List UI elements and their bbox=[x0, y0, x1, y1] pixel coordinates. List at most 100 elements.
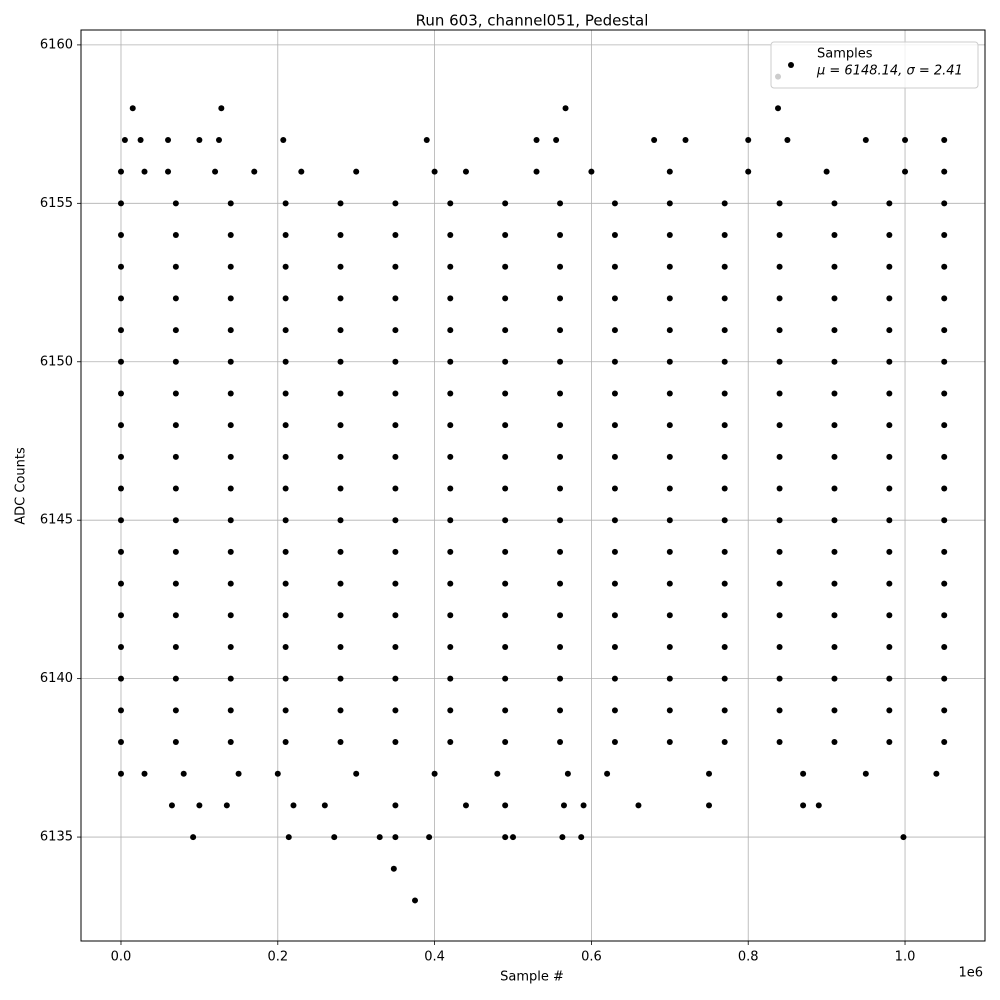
point bbox=[392, 327, 399, 334]
point bbox=[562, 105, 569, 112]
point bbox=[280, 136, 287, 143]
point bbox=[557, 485, 564, 492]
point bbox=[172, 295, 179, 302]
point bbox=[564, 770, 571, 777]
point bbox=[447, 295, 454, 302]
point bbox=[557, 422, 564, 429]
x-tick-label: 0.4 bbox=[424, 950, 445, 965]
point bbox=[721, 612, 728, 619]
point bbox=[227, 675, 234, 682]
point bbox=[298, 168, 305, 175]
point bbox=[172, 675, 179, 682]
point bbox=[282, 612, 289, 619]
point bbox=[941, 422, 948, 429]
point bbox=[447, 739, 454, 746]
point bbox=[337, 358, 344, 365]
point bbox=[321, 802, 328, 809]
point bbox=[557, 517, 564, 524]
point bbox=[431, 168, 438, 175]
point bbox=[557, 612, 564, 619]
point bbox=[776, 548, 783, 555]
point bbox=[447, 580, 454, 587]
point bbox=[666, 612, 673, 619]
point bbox=[227, 327, 234, 334]
point bbox=[353, 770, 360, 777]
point bbox=[666, 232, 673, 239]
point bbox=[886, 675, 893, 682]
point bbox=[392, 643, 399, 650]
point bbox=[666, 263, 673, 270]
point bbox=[282, 358, 289, 365]
point bbox=[900, 834, 907, 841]
point bbox=[745, 136, 752, 143]
point bbox=[117, 168, 124, 175]
point bbox=[611, 485, 618, 492]
point bbox=[557, 295, 564, 302]
point bbox=[611, 517, 618, 524]
point bbox=[282, 548, 289, 555]
point bbox=[137, 136, 144, 143]
point bbox=[666, 643, 673, 650]
point bbox=[117, 263, 124, 270]
point bbox=[862, 770, 869, 777]
point bbox=[426, 834, 433, 841]
point bbox=[392, 707, 399, 714]
point bbox=[886, 232, 893, 239]
point bbox=[886, 739, 893, 746]
point bbox=[337, 327, 344, 334]
point bbox=[215, 136, 222, 143]
point bbox=[886, 612, 893, 619]
point bbox=[557, 675, 564, 682]
point bbox=[227, 453, 234, 460]
point bbox=[651, 136, 658, 143]
point bbox=[666, 200, 673, 207]
point bbox=[235, 770, 242, 777]
point bbox=[666, 453, 673, 460]
point bbox=[611, 232, 618, 239]
point bbox=[290, 802, 297, 809]
point bbox=[227, 739, 234, 746]
point bbox=[282, 580, 289, 587]
point bbox=[666, 422, 673, 429]
point bbox=[337, 422, 344, 429]
point bbox=[227, 422, 234, 429]
point bbox=[502, 580, 509, 587]
point bbox=[390, 865, 397, 872]
point bbox=[117, 643, 124, 650]
point bbox=[502, 327, 509, 334]
point bbox=[172, 390, 179, 397]
point bbox=[282, 200, 289, 207]
x-tick-label: 0.2 bbox=[267, 950, 288, 965]
point bbox=[447, 517, 454, 524]
legend-box bbox=[770, 41, 979, 89]
point bbox=[447, 390, 454, 397]
point bbox=[800, 770, 807, 777]
point bbox=[886, 548, 893, 555]
point bbox=[129, 105, 136, 112]
y-tick-label: 6155 bbox=[40, 196, 73, 211]
point bbox=[831, 707, 838, 714]
point bbox=[902, 136, 909, 143]
point bbox=[282, 739, 289, 746]
point bbox=[227, 517, 234, 524]
point bbox=[117, 675, 124, 682]
point bbox=[227, 643, 234, 650]
point bbox=[172, 422, 179, 429]
y-tick-label: 6145 bbox=[40, 513, 73, 528]
point bbox=[941, 136, 948, 143]
point bbox=[172, 517, 179, 524]
point bbox=[776, 707, 783, 714]
point bbox=[553, 136, 560, 143]
y-tick-label: 6150 bbox=[40, 354, 73, 369]
point bbox=[392, 295, 399, 302]
point bbox=[190, 834, 197, 841]
point bbox=[776, 675, 783, 682]
point bbox=[776, 263, 783, 270]
point bbox=[196, 136, 203, 143]
point bbox=[392, 834, 399, 841]
point bbox=[172, 453, 179, 460]
point bbox=[227, 295, 234, 302]
point bbox=[392, 675, 399, 682]
point bbox=[721, 739, 728, 746]
